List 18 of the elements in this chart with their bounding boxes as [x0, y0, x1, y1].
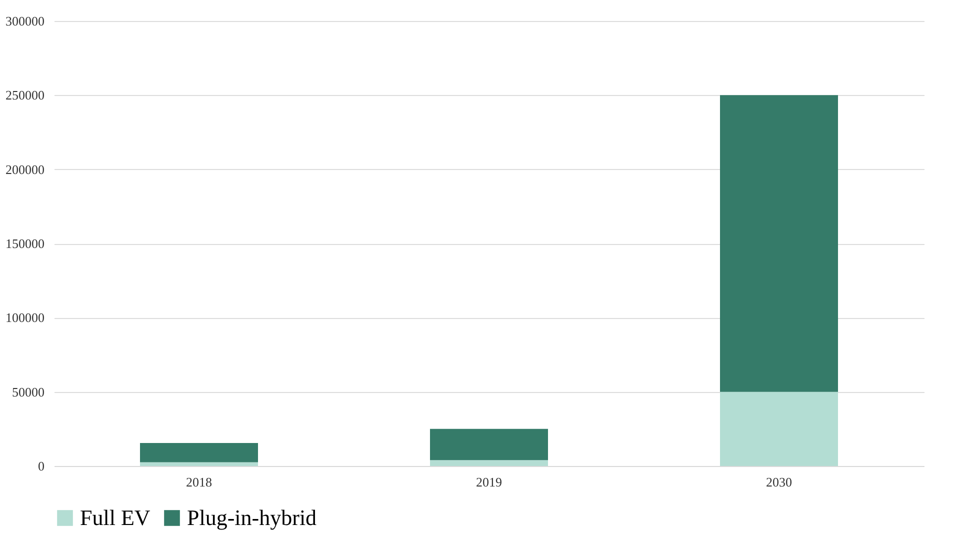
bar	[430, 428, 548, 460]
bar	[430, 460, 548, 466]
legend-label: Full EV	[80, 505, 150, 530]
x-tick-label: 2030	[766, 474, 792, 490]
bar	[720, 392, 838, 466]
y-tick-label: 200000	[6, 162, 44, 177]
bar	[140, 462, 258, 466]
bar	[140, 443, 258, 462]
y-tick-label: 150000	[6, 236, 44, 251]
y-tick-label: 0	[38, 458, 44, 474]
y-tick-label: 250000	[6, 88, 44, 103]
bar	[720, 95, 838, 392]
y-tick-label: 50000	[12, 384, 44, 400]
x-tick-label: 2019	[476, 474, 502, 490]
x-tick-label: 2018	[186, 474, 212, 490]
y-tick-label: 300000	[6, 14, 44, 28]
y-tick-label: 100000	[6, 310, 44, 326]
legend-label: Plug-in-hybrid	[187, 505, 317, 530]
